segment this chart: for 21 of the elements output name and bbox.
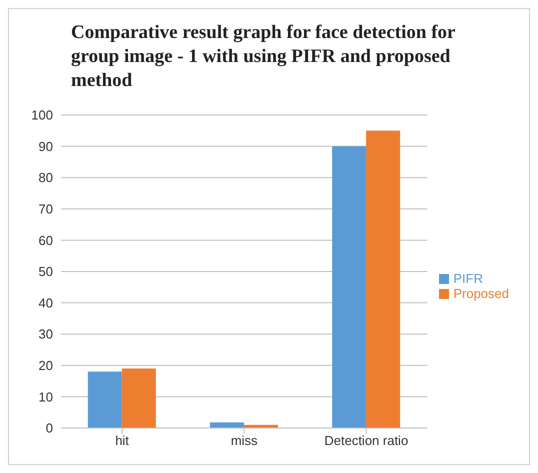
y-tick-label: 40	[38, 295, 53, 310]
y-tick-label: 70	[38, 202, 53, 217]
y-tick-label: 0	[46, 420, 53, 436]
x-tick-label: hit	[115, 433, 130, 448]
legend-label: Proposed	[453, 286, 509, 300]
y-tick-label: 10	[38, 389, 53, 404]
chart-title: Comparative result graph for face detection for group image - 1 with using PIFR and proposed method	[70, 21, 456, 93]
y-tick-label: 100	[31, 108, 53, 123]
bar	[122, 368, 156, 428]
y-tick-label: 50	[38, 264, 53, 280]
x-tick-label: Detection ratio	[324, 433, 408, 448]
legend-label: PIFR	[453, 270, 483, 286]
y-tick-label: 80	[38, 170, 53, 186]
x-tick-label: miss	[230, 433, 258, 448]
bar	[88, 372, 122, 428]
bar	[366, 130, 400, 428]
bar	[332, 146, 366, 428]
y-tick-label: 30	[38, 326, 53, 342]
y-tick-label: 20	[38, 358, 53, 374]
y-tick-label: 60	[38, 232, 53, 248]
y-tick-label: 90	[38, 138, 53, 154]
